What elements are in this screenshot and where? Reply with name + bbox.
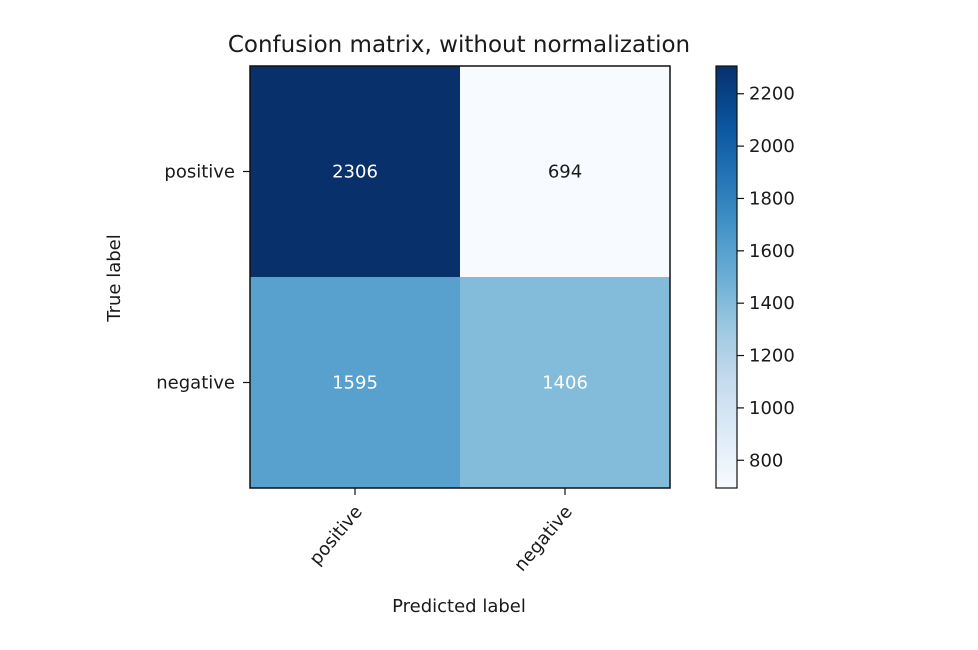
cell-value-label-0-0: 2306 <box>332 162 378 183</box>
colorbar-tick-label-7: 2200 <box>749 84 795 105</box>
colorbar-tick-label-6: 2000 <box>749 136 795 157</box>
colorbar-tick-label-5: 1800 <box>749 188 795 209</box>
colorbar-tick-label-1: 1000 <box>749 398 795 419</box>
colorbar-tick-label-0: 800 <box>749 450 783 471</box>
cell-value-label-0-1: 694 <box>548 162 582 183</box>
x-ticks: positive negative <box>305 488 577 576</box>
plot-frame <box>249 65 671 489</box>
y-ticks: positive negative <box>156 162 250 394</box>
heatmap-cell-1-0 <box>250 277 460 488</box>
y-tick-label-1: negative <box>156 373 235 394</box>
colorbar-tick-label-2: 1200 <box>749 346 795 367</box>
cell-value-label-1-0: 1595 <box>332 373 378 394</box>
heatmap-cell-0-0 <box>250 66 460 277</box>
y-axis-label: True label <box>104 234 125 323</box>
heatmap-cells: 2306 694 1595 1406 <box>250 66 670 488</box>
colorbar-tick-label-4: 1600 <box>749 241 795 262</box>
x-axis-label: Predicted label <box>392 596 526 617</box>
x-tick-label-0: positive <box>305 502 366 570</box>
colorbar-tick-label-3: 1400 <box>749 293 795 314</box>
colorbar-ticks: 800 1000 1200 1400 1600 1800 2000 2200 <box>737 84 795 471</box>
cell-value-label-1-1: 1406 <box>542 373 588 394</box>
chart-title: Confusion matrix, without normalization <box>228 32 690 58</box>
heatmap-cell-0-1 <box>460 66 670 277</box>
heatmap-cell-1-1 <box>460 277 670 488</box>
x-tick-label-1: negative <box>510 502 577 576</box>
y-tick-label-0: positive <box>164 162 235 183</box>
colorbar <box>715 65 738 489</box>
